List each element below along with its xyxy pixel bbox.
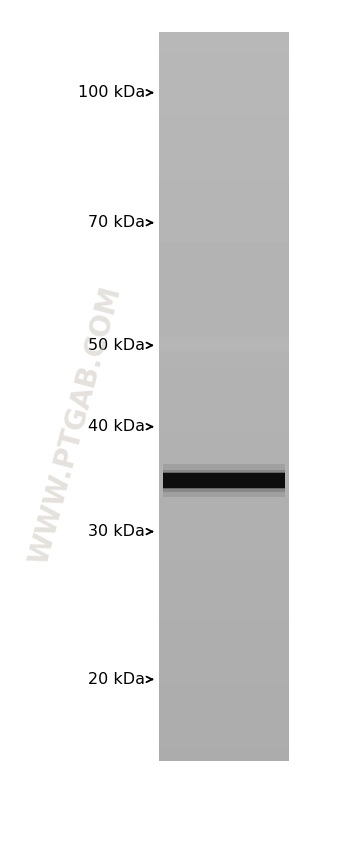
Bar	[163, 469, 285, 491]
Text: 40 kDa: 40 kDa	[88, 419, 145, 434]
Text: 20 kDa: 20 kDa	[88, 672, 145, 687]
Bar	[163, 473, 285, 489]
Text: 100 kDa: 100 kDa	[78, 85, 145, 100]
Text: 70 kDa: 70 kDa	[88, 215, 145, 230]
Text: WWW.PTGAB.COM: WWW.PTGAB.COM	[25, 283, 126, 567]
Text: 50 kDa: 50 kDa	[88, 337, 145, 353]
Bar	[163, 464, 285, 497]
Text: 30 kDa: 30 kDa	[88, 524, 145, 539]
Bar	[163, 473, 285, 488]
